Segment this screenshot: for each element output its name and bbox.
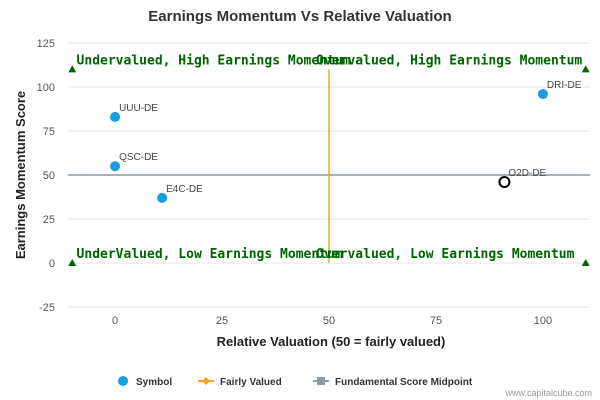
legend-symbol-square [317,377,325,385]
x-tick-label: 50 [323,315,335,327]
legend-symbol-circle [118,376,128,386]
x-tick-label: 75 [430,315,442,327]
quadrant-labels: Undervalued, High Earnings MomentumOverv… [77,54,583,263]
point-label: DRI-DE [547,80,582,91]
y-tick-label: 100 [37,82,55,94]
chart-title: Earnings Momentum Vs Relative Valuation [148,8,451,25]
legend-symbol-diamond [202,377,210,385]
y-tick-label: 50 [43,170,55,182]
point-label: E4C-DE [166,184,203,195]
quadrant-label: UnderValued, Low Earnings Momentum [77,247,343,262]
reference-lines [68,69,590,263]
x-tick-label: 25 [216,315,228,327]
credit-text: www.capitalcube.com [504,388,592,398]
triangle-marker [581,65,590,73]
y-tick-label: 25 [43,214,55,226]
symbol-point [537,89,548,100]
triangle-marker [68,65,77,73]
legend-label: Symbol [136,377,172,388]
symbol-point [110,111,121,122]
corner-markers [68,65,590,266]
point-label: O2D-DE [508,168,546,179]
y-axis-title: Earnings Momentum Score [13,91,28,259]
x-axis-ticks: 0 25 50 75 100 [112,315,552,327]
y-tick-label: -25 [39,302,55,314]
y-tick-label: 125 [37,38,55,50]
quadrant-label: Overvalued, High Earnings Momentum [316,54,582,69]
x-tick-label: 0 [112,315,118,327]
y-tick-label: 75 [43,126,55,138]
point-label: QSC-DE [119,152,158,163]
quadrant-label: Overvalued, Low Earnings Momentum [316,247,574,262]
point-label: UUU-DE [119,103,158,114]
x-axis-title: Relative Valuation (50 = fairly valued) [217,334,446,349]
symbol-point [110,161,121,172]
triangle-marker [68,259,77,266]
quadrant-label: Undervalued, High Earnings Momentum [77,54,351,69]
triangle-marker [581,259,590,266]
legend-label: Fundamental Score Midpoint [335,377,473,388]
legend-label: Fairly Valued [220,377,282,388]
symbol-point [157,192,168,203]
y-tick-label: 0 [49,258,55,270]
symbol-point-highlighted [498,176,511,189]
legend: Symbol Fairly Valued Fundamental Score Mid… [118,376,473,388]
data-points: UUU-DE QSC-DE E4C-DE DRI-DE O2D-DE [110,80,582,203]
y-axis-ticks: -25 0 25 50 75 100 125 [37,38,55,314]
x-tick-label: 100 [534,315,552,327]
